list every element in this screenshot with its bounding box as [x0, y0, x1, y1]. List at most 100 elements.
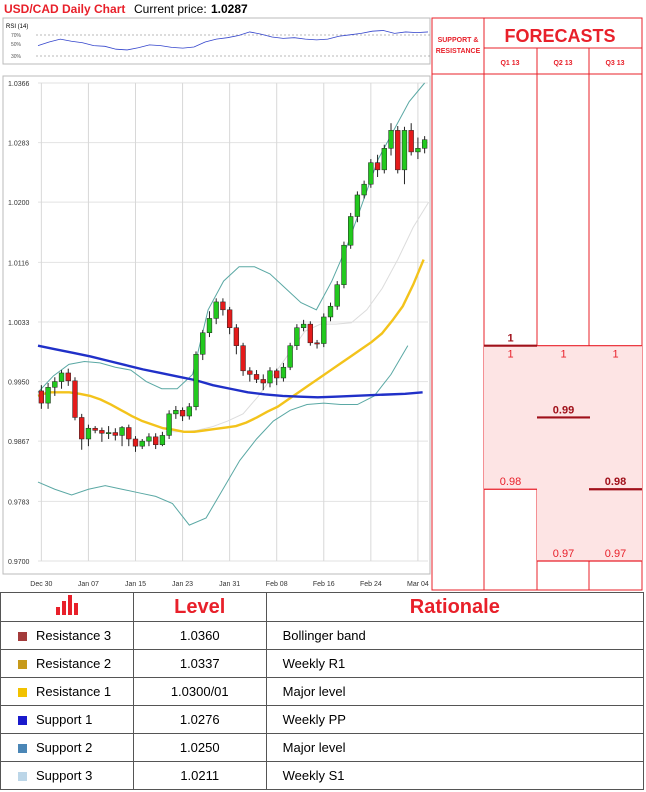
level-rationale: Major level	[265, 733, 645, 762]
level-value: 1.0300/01	[132, 677, 267, 706]
table-row: Support 2 1.0250 Major level	[0, 733, 645, 762]
x-tick-label: Feb 24	[360, 581, 382, 588]
legend-swatch	[18, 716, 27, 725]
legend-swatch	[18, 772, 27, 781]
candle-body	[260, 379, 266, 384]
level-name: Support 2	[36, 740, 93, 755]
level-name: Resistance 1	[36, 684, 112, 699]
legend-swatch	[18, 660, 27, 669]
candle-body	[220, 301, 226, 311]
candle-body	[421, 139, 428, 149]
candle-body	[92, 427, 98, 431]
candle-body	[112, 432, 118, 436]
candle-body	[348, 216, 354, 246]
level-name: Resistance 2	[36, 656, 112, 671]
candle-body	[146, 436, 152, 442]
x-tick-label: Feb 08	[266, 581, 288, 588]
y-tick-label: 1.0116	[8, 260, 29, 267]
bar-chart-icon	[55, 595, 78, 615]
forecast-marker-label: 0.99	[553, 404, 574, 416]
y-tick-label: 1.0200	[8, 200, 30, 207]
forecast-range	[589, 345, 642, 561]
forecast-low-label: 0.97	[553, 548, 574, 560]
candle-body	[38, 390, 45, 404]
x-tick-label: Feb 16	[313, 581, 335, 588]
candle-body	[247, 370, 253, 375]
candle-body	[200, 332, 206, 355]
candle-body	[381, 148, 387, 171]
forecast-high-label: 1	[560, 349, 566, 361]
legend-swatch	[18, 632, 27, 641]
table-header-icon	[0, 592, 134, 622]
level-value: 1.0211	[132, 761, 267, 790]
level-rationale: Bollinger band	[265, 621, 645, 650]
level-name: Resistance 3	[36, 628, 112, 643]
table-header-rationale: Rationale	[265, 592, 645, 622]
y-tick-label: 0.9867	[8, 439, 30, 446]
candle-body	[166, 413, 172, 436]
level-name: Support 3	[36, 768, 93, 783]
candle-body	[72, 380, 78, 418]
y-tick-label: 1.0033	[8, 320, 30, 327]
candle-body	[79, 417, 85, 440]
candle-body	[58, 372, 65, 382]
candle-body	[388, 130, 394, 149]
y-tick-label: 1.0283	[8, 141, 30, 148]
rsi-panel	[2, 17, 431, 65]
rsi-tick-30: 30%	[11, 54, 22, 60]
price-label: Current price:	[134, 2, 207, 16]
x-tick-label: Jan 31	[219, 581, 240, 588]
forecast-marker-label: 1	[507, 333, 513, 345]
forecasts-title: FORECASTS	[504, 26, 615, 46]
rsi-line	[37, 30, 429, 51]
level-value: 1.0276	[132, 705, 267, 734]
x-tick-label: Jan 07	[78, 581, 99, 588]
forecast-range	[537, 345, 590, 561]
moving-average-fast	[37, 259, 425, 434]
table-row: Resistance 1 1.0300/01 Major level	[0, 677, 645, 706]
forecast-low-label: 0.97	[605, 548, 626, 560]
candle-body	[307, 323, 313, 344]
candle-body	[85, 427, 92, 440]
candle-body	[327, 305, 334, 318]
candle-body	[105, 432, 112, 434]
forecast-low-label: 0.98	[500, 476, 521, 488]
y-tick-label: 0.9950	[8, 380, 30, 387]
candle-body	[374, 162, 381, 171]
table-row: Support 3 1.0211 Weekly S1	[0, 761, 645, 790]
forecast-high-label: 1	[612, 349, 618, 361]
level-rationale: Major level	[265, 677, 645, 706]
forecast-col-q1: Q1 13	[500, 60, 519, 67]
rsi-label: RSI (14)	[6, 24, 28, 30]
candle-body	[213, 301, 219, 319]
candle-body	[401, 130, 408, 171]
candle-body	[65, 372, 71, 382]
candle-body	[226, 309, 233, 328]
moving-average-slow	[37, 344, 423, 399]
candle-body	[119, 427, 125, 436]
forecast-range	[484, 345, 537, 490]
candle-body	[99, 430, 105, 434]
level-value: 1.0360	[132, 621, 267, 650]
levels-table: Level Rationale Resistance 3 1.0360 Boll…	[0, 592, 645, 790]
candle-body	[354, 194, 361, 217]
level-rationale: Weekly S1	[265, 761, 645, 790]
forecast-col-q2: Q2 13	[553, 60, 572, 67]
candle-body	[274, 370, 280, 379]
x-tick-label: Jan 15	[125, 581, 146, 588]
level-rationale: Weekly R1	[265, 649, 645, 678]
candle-body	[415, 148, 421, 153]
candle-body	[300, 323, 307, 328]
level-value: 1.0250	[132, 733, 267, 762]
candle-body	[45, 387, 51, 404]
x-tick-label: Dec 30	[30, 581, 52, 588]
sr-label-line1: SUPPORT &	[438, 37, 479, 44]
candle-body	[186, 406, 192, 417]
x-tick-label: Jan 23	[172, 581, 193, 588]
candle-body	[267, 370, 273, 384]
legend-swatch	[18, 744, 27, 753]
forecast-high-label: 1	[507, 349, 513, 361]
y-tick-label: 0.9783	[8, 499, 30, 506]
sr-label-line2: RESISTANCE	[436, 48, 481, 55]
candle-body	[179, 410, 186, 417]
